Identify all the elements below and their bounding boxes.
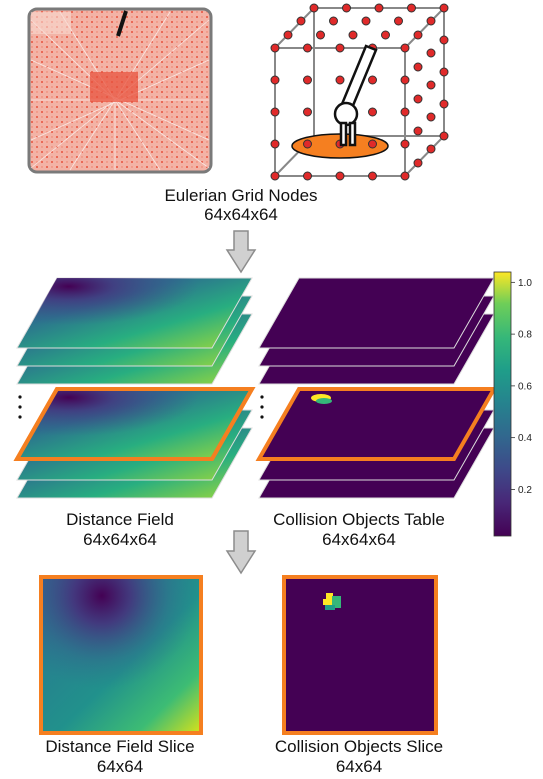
- collision-objects-stack: [255, 277, 498, 499]
- grid-node: [335, 75, 345, 85]
- down-arrow-2: [225, 530, 257, 575]
- grid-node: [329, 16, 338, 26]
- tool-rod-render: [116, 10, 128, 37]
- collision-blob-yellow: [326, 593, 333, 599]
- grid-node: [400, 43, 410, 53]
- distance-slice-title: Distance Field Slice: [45, 737, 194, 756]
- grid-node: [368, 75, 377, 85]
- grid-render-patch: [90, 72, 138, 102]
- grid-node: [400, 139, 410, 149]
- distance-shading: [17, 278, 252, 348]
- grid-node: [381, 30, 390, 40]
- distance-slice-size: 64x64: [97, 757, 143, 776]
- collision-blob-teal: [325, 605, 335, 610]
- distance-field-slice: [39, 575, 203, 735]
- distance-field-title: Distance Field: [66, 510, 174, 529]
- grid-node: [361, 16, 371, 26]
- stack-ellipsis-right: [260, 395, 264, 419]
- stack-layer: [258, 277, 495, 349]
- collision-slice-size: 64x64: [336, 757, 382, 776]
- grid-node: [407, 3, 416, 13]
- grid-node: [303, 139, 312, 149]
- collision-slice-title: Collision Objects Slice: [275, 737, 443, 756]
- collision-object-green: [316, 398, 332, 404]
- distance-field-size: 64x64x64: [83, 530, 157, 549]
- colorbar-tick-label: 1.0: [518, 278, 532, 289]
- highlighted-slice-outline: [13, 387, 256, 461]
- distance-shading: [17, 389, 252, 459]
- grid-node: [368, 139, 377, 149]
- grid-nodes: [270, 3, 449, 181]
- grid-node: [400, 75, 410, 85]
- grid-node: [426, 144, 436, 154]
- grid-node: [368, 107, 377, 117]
- grid-node: [394, 16, 403, 26]
- grid-node: [400, 171, 410, 181]
- grid-node: [439, 67, 449, 77]
- highlighted-slice-layer: [255, 387, 498, 461]
- grid-node: [426, 16, 436, 26]
- stack-ellipsis-left: [18, 395, 22, 419]
- grid-node: [439, 131, 449, 141]
- grid-caption-size: 64x64x64: [204, 205, 278, 224]
- grid-node: [413, 126, 423, 136]
- grid-node: [348, 30, 358, 40]
- colorbar-tick-label: 0.2: [518, 485, 532, 496]
- grid-node: [283, 30, 293, 40]
- grid-node: [270, 75, 280, 85]
- grid-node: [303, 171, 312, 181]
- grid-node: [309, 3, 319, 13]
- grid-node: [413, 30, 423, 40]
- colorbar-tick-label: 0.6: [518, 381, 532, 392]
- grid-node: [426, 48, 436, 58]
- colorbar: 1.0 0.8 0.6 0.4 0.2: [493, 271, 532, 537]
- grid-node: [270, 107, 280, 117]
- grid-node: [335, 43, 345, 53]
- collision-table-size: 64x64x64: [322, 530, 396, 549]
- collision-blob-yellow-2: [323, 599, 337, 605]
- grid-node: [270, 43, 280, 53]
- grid-node: [368, 171, 377, 181]
- grid-node: [342, 3, 351, 13]
- grid-node: [303, 75, 312, 85]
- grid-node: [426, 112, 436, 122]
- grid-node: [400, 107, 410, 117]
- grid-node: [296, 16, 306, 26]
- grid-node: [335, 171, 345, 181]
- grid-node: [270, 171, 280, 181]
- collision-blob-green: [332, 596, 341, 608]
- colorbar-tick-label: 0.8: [518, 330, 532, 341]
- grid-node: [439, 35, 449, 45]
- grid-node: [374, 3, 384, 13]
- collision-table-title: Collision Objects Table: [273, 510, 445, 529]
- distance-field-stack: [13, 277, 256, 499]
- grid-node: [439, 3, 449, 13]
- grid-node: [413, 94, 423, 104]
- grid-node: [413, 158, 423, 168]
- grid-node: [303, 107, 312, 117]
- grid-node: [303, 43, 312, 53]
- down-arrow-1: [225, 230, 257, 274]
- grid-render-image: [27, 7, 213, 174]
- colorbar-tick-label: 0.4: [518, 433, 532, 444]
- grid-node: [439, 99, 449, 109]
- grid-node: [426, 80, 436, 90]
- grid-node: [316, 30, 325, 40]
- grid-node: [270, 139, 280, 149]
- grid-caption-title: Eulerian Grid Nodes: [164, 186, 317, 205]
- tool-schematic: [333, 44, 378, 147]
- grid-node: [413, 62, 423, 72]
- collision-objects-slice: [282, 575, 438, 735]
